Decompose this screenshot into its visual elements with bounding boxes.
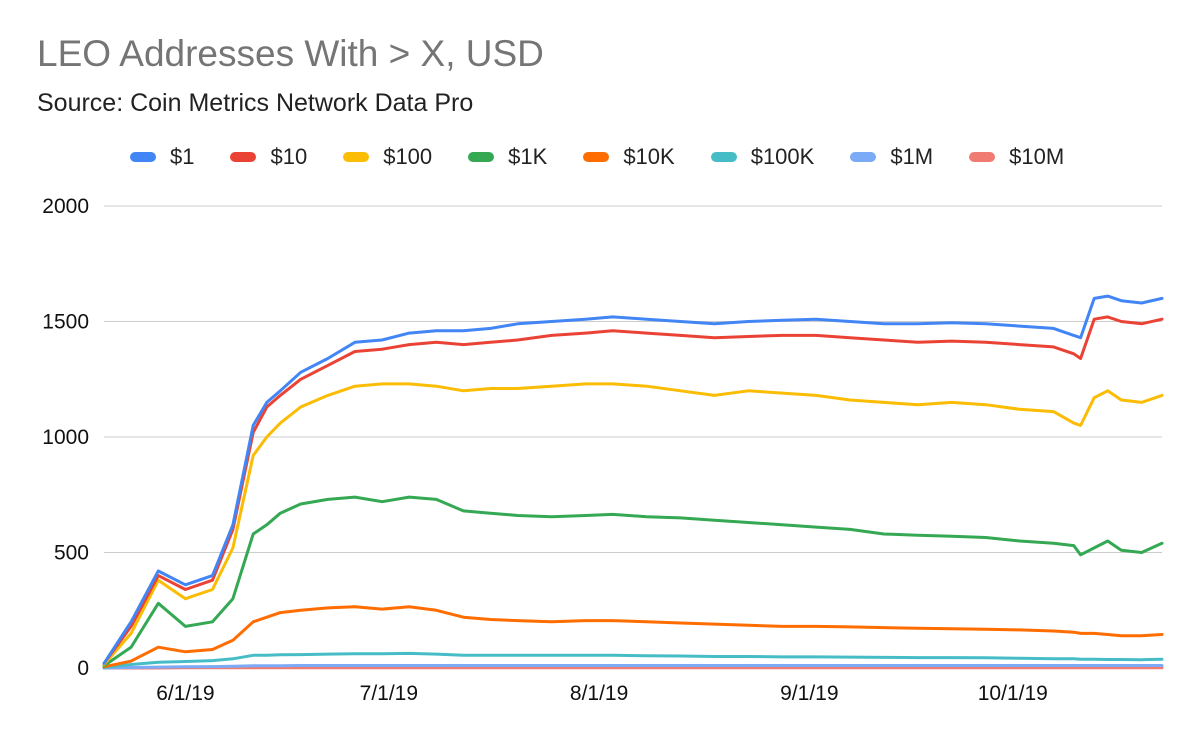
legend-label-6: $1M — [890, 144, 934, 169]
x-tick-label-0: 6/1/19 — [156, 682, 214, 705]
series-line-5 — [102, 651, 1164, 669]
legend-swatch-4 — [583, 152, 610, 162]
legend-label-1: $10 — [270, 144, 308, 169]
series-line-4 — [102, 605, 1164, 669]
series-line-0 — [102, 294, 1164, 665]
series-line-6 — [102, 664, 1164, 670]
legend-swatch-1 — [230, 152, 257, 162]
legend-item-7: $10M — [969, 144, 1064, 170]
y-tick-label-1: 500 — [54, 542, 89, 565]
legend-item-4: $10K — [583, 144, 675, 170]
legend-label-2: $100 — [383, 144, 433, 169]
legend-swatch-6 — [850, 152, 877, 162]
x-tick-label-1: 7/1/19 — [360, 682, 418, 705]
series-line-3 — [102, 495, 1164, 668]
legend-label-7: $10M — [1009, 144, 1065, 169]
x-tick-label-2: 8/1/19 — [570, 682, 628, 705]
y-tick-label-2: 1000 — [42, 426, 89, 449]
legend-item-3: $1K — [468, 144, 547, 170]
legend-swatch-7 — [969, 152, 996, 162]
y-tick-label-4: 2000 — [42, 195, 89, 218]
legend-label-0: $1 — [170, 144, 195, 169]
chart-legend: $1 $10 $100 $1K $10K $100K $1M $10M — [130, 144, 1064, 170]
legend-label-5: $100K — [750, 144, 815, 169]
y-tick-label-0: 0 — [77, 657, 89, 680]
chart-subtitle: Source: Coin Metrics Network Data Pro — [37, 89, 474, 117]
legend-swatch-5 — [710, 152, 737, 162]
legend-label-3: $1K — [508, 144, 548, 169]
legend-item-2: $100 — [343, 144, 432, 170]
legend-swatch-2 — [343, 152, 370, 162]
legend-item-5: $100K — [710, 144, 815, 170]
legend-swatch-0 — [130, 152, 156, 162]
chart-title: LEO Addresses With > X, USD — [37, 33, 544, 74]
legend-label-4: $10K — [623, 144, 675, 169]
legend-item-6: $1M — [850, 144, 933, 170]
series-line-2 — [102, 382, 1164, 666]
legend-swatch-3 — [468, 152, 495, 162]
y-tick-label-3: 1500 — [42, 311, 89, 334]
x-tick-label-3: 9/1/19 — [780, 682, 838, 705]
series-line-1 — [102, 315, 1164, 665]
legend-item-1: $10 — [230, 144, 307, 170]
legend-item-0: $1 — [130, 144, 194, 170]
x-tick-label-4: 10/1/19 — [978, 682, 1048, 705]
